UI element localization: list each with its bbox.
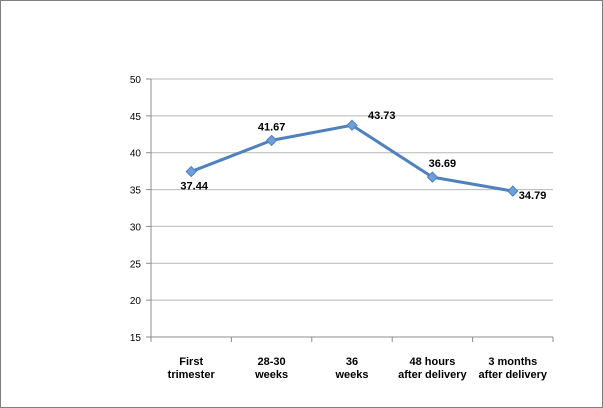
y-tick-label: 20: [130, 296, 142, 307]
data-point-marker: [507, 185, 519, 197]
y-tick-label: 30: [130, 222, 142, 233]
x-tick-label-line: trimester: [168, 369, 216, 381]
data-label: 36.69: [429, 158, 457, 170]
x-tick-label-line: weeks: [334, 369, 368, 381]
data-label: 43.73: [368, 110, 396, 122]
x-tick-label: 3 months after delivery: [479, 356, 548, 381]
gridlines: [151, 78, 553, 301]
x-tick-label: 36 weeks: [334, 356, 368, 381]
x-tick-label-line: 28-30: [258, 356, 286, 368]
x-tick-label-line: 36: [346, 356, 358, 368]
series-markers: [185, 119, 519, 197]
x-tick-label-line: after delivery: [398, 369, 467, 381]
x-tick-label-line: after delivery: [479, 369, 548, 381]
y-tick-labels: 15 20 25 30 35 40 45 50: [130, 75, 142, 344]
x-tick-label: 28-30 weeks: [254, 356, 288, 381]
x-tick-label-line: 3 months: [488, 356, 537, 368]
y-tick-label: 45: [130, 112, 142, 123]
x-tick-label: First trimester: [168, 356, 216, 381]
series-line: [190, 123, 514, 193]
data-label: 41.67: [258, 121, 286, 133]
y-tick-label: 25: [130, 259, 142, 270]
y-tick-label: 15: [130, 333, 142, 344]
data-point-marker: [426, 171, 439, 183]
x-tick-label: 48 hours after delivery: [398, 356, 467, 381]
data-labels: 37.44 41.67 43.73 36.69 34.79: [180, 110, 546, 202]
x-tick-label-line: First: [179, 356, 203, 368]
y-tick-label: 40: [130, 149, 142, 160]
x-tick-label-line: 48 hours: [409, 356, 455, 368]
data-label: 34.79: [519, 190, 547, 202]
axes: [146, 78, 554, 342]
series-line-path: [190, 123, 514, 193]
data-point-marker: [185, 165, 197, 178]
data-point-marker: [346, 119, 358, 131]
data-label: 37.44: [180, 181, 208, 193]
data-point-marker: [265, 134, 278, 147]
y-tick-label: 50: [130, 75, 142, 86]
x-tick-label-line: weeks: [254, 369, 288, 381]
y-tick-label: 35: [130, 186, 142, 197]
